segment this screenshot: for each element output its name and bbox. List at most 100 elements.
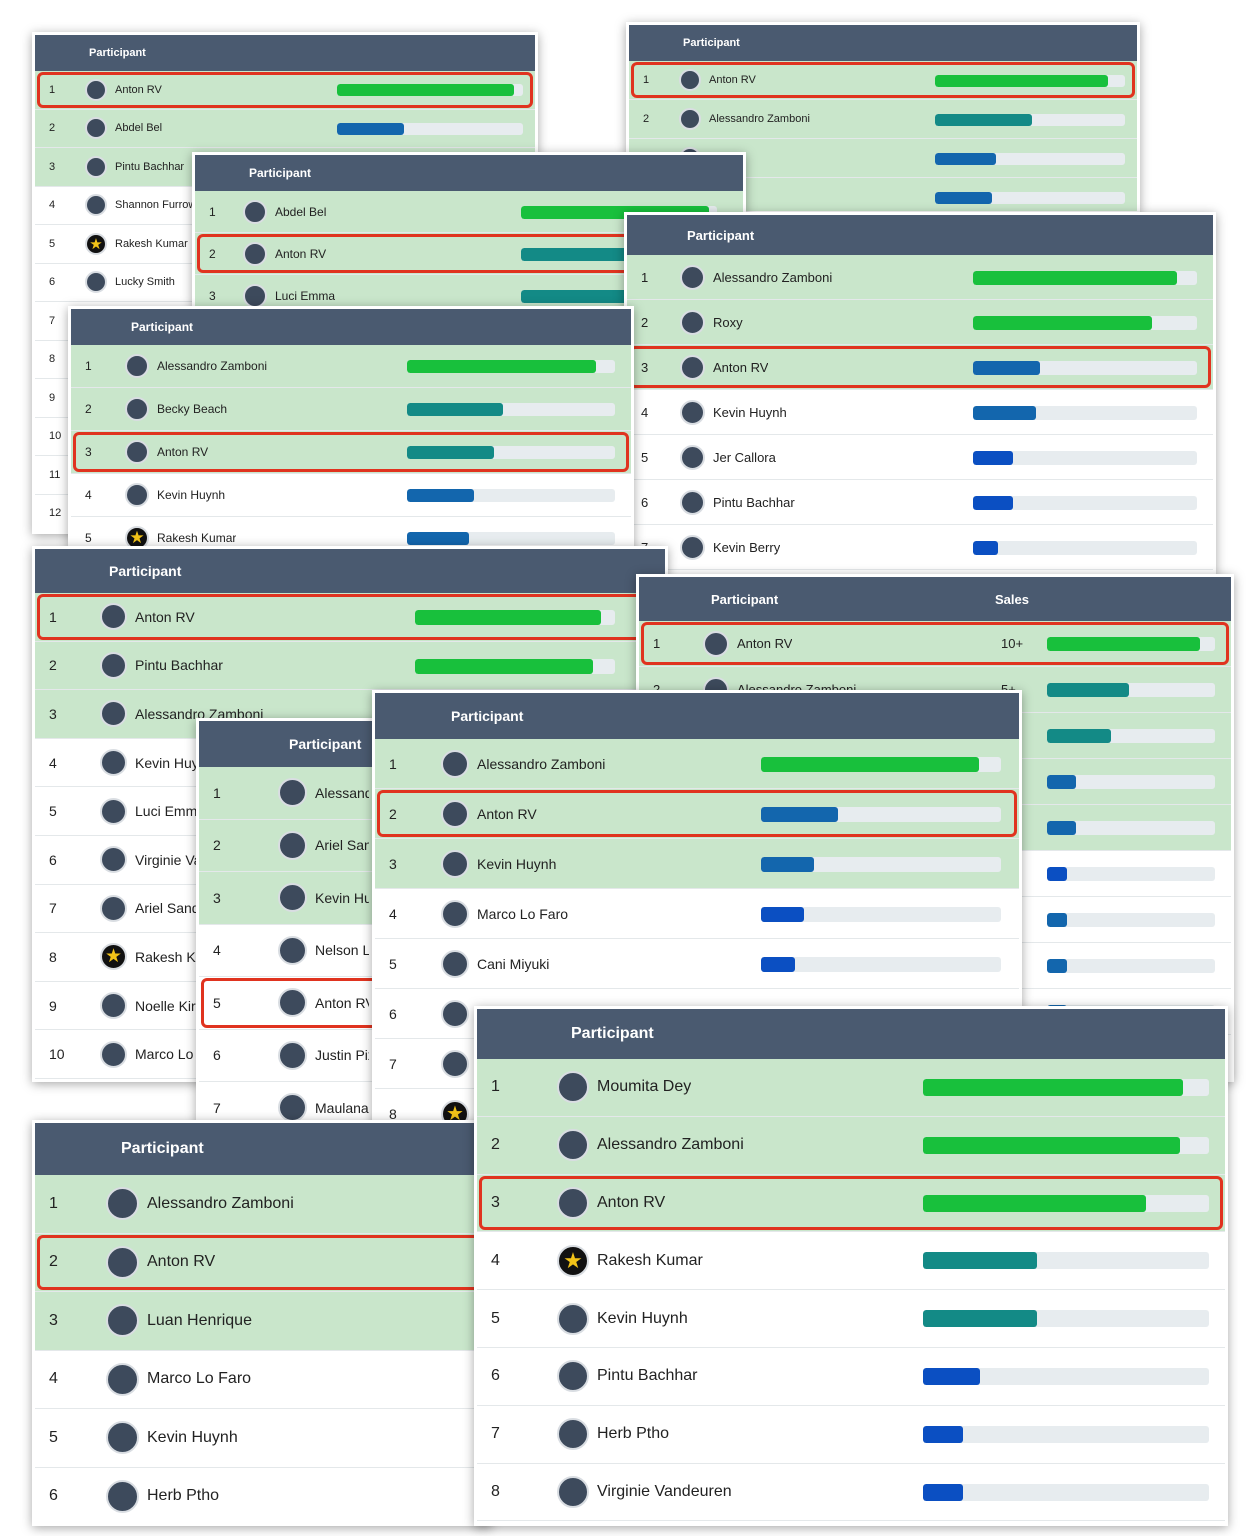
participant-name[interactable]: Kevin Berry [713,539,781,555]
leaderboard-row[interactable]: 1 Anton RV 10+ [639,621,1231,667]
leaderboard-row[interactable]: 5 Kevin Huynh [477,1290,1225,1348]
leaderboard-row[interactable]: 2 Ariel Sand [199,819,381,872]
participant-name[interactable]: Kevin Huy [135,754,199,771]
participant-name[interactable]: Pintu Bachhar [115,160,185,173]
participant-name[interactable]: Alessandro Zamboni [147,1194,294,1212]
leaderboard-row[interactable]: 5 Cani Miyuki [375,939,1019,989]
participant-name[interactable]: Pintu Bachhar [713,494,795,510]
participant-name[interactable]: Herb Ptho [147,1487,220,1505]
participant-name[interactable]: Rakesh Kumar [115,237,188,250]
leaderboard-row[interactable]: 2 Roxy [627,300,1213,345]
leaderboard-row[interactable]: 4 ★ Rakesh Kumar [477,1232,1225,1291]
leaderboard-row[interactable]: 5 Jer Callora [627,435,1213,480]
leaderboard-row[interactable]: 2 Abdel Bel [35,109,535,148]
participant-name[interactable]: Alessandro Zamboni [713,269,833,285]
leaderboard-row[interactable]: 6 Herb Ptho [35,1467,489,1523]
participant-name[interactable]: Roxy [713,314,743,330]
leaderboard-row[interactable]: 1 Alessandro Zamboni [35,1175,489,1234]
participant-name[interactable]: Anton RV [477,805,537,822]
participant-name[interactable]: Justin Pix [315,1047,369,1064]
participant-name[interactable]: Luan Henrique [147,1311,252,1329]
leaderboard-row[interactable]: 2 Alessandro Zamboni [477,1116,1225,1175]
participant-name[interactable]: Kevin Huynh [147,1428,238,1446]
leaderboard-row[interactable]: 4 Marco Lo Faro [375,889,1019,939]
leaderboard-row[interactable]: 2 Pintu Bachhar [35,641,665,691]
participant-name[interactable]: Anton RV [157,445,209,459]
participant-name[interactable]: Maulana [315,1099,369,1116]
participant-name[interactable]: Marco Lo F [135,1046,206,1063]
leaderboard-row[interactable]: 8 Virginie Vandeuren [477,1463,1225,1522]
participant-name[interactable]: Nelson Lo [315,942,369,959]
participant-name[interactable]: Virginie Va [135,851,202,868]
participant-name[interactable]: Ariel Sand [315,837,369,854]
participant-name[interactable]: Kevin Huynh [157,488,226,502]
leaderboard-row[interactable]: 7Kevin Berry [627,525,1213,570]
participant-name[interactable]: Becky Beach [157,402,228,416]
participant-name[interactable]: Anton RV [597,1193,666,1211]
participant-name[interactable]: Pintu Bachhar [597,1367,698,1385]
participant-name[interactable]: Rakesh Kumar [597,1251,703,1269]
leaderboard-row[interactable]: 4 Marco Lo Faro [35,1350,489,1409]
leaderboard-row[interactable]: 1 Alessandro Zamboni [375,739,1019,789]
leaderboard-row[interactable]: 5 ★ Rakesh Kumar [71,517,631,549]
participant-name[interactable]: Noelle Kir [135,997,196,1014]
participant-name[interactable]: Alessandro Zamboni [477,755,606,772]
leaderboard-row[interactable]: 3 Anton RV [477,1174,1225,1233]
leaderboard-row[interactable]: 6 Pintu Bachhar [627,480,1213,525]
participant-name[interactable]: Anton RV [135,608,195,625]
participant-name[interactable]: Shannon Furrow [115,199,197,212]
leaderboard-row[interactable]: 1 Anton RV [35,71,535,110]
participant-name[interactable]: Anton RV [115,83,162,96]
participant-name[interactable]: Anton RV [737,636,793,651]
leaderboard-row[interactable]: 1 Anton RV [35,593,665,642]
leaderboard-row[interactable]: 3 Anton RV [71,431,631,474]
leaderboard-row[interactable]: 6 Pintu Bachhar [477,1347,1225,1406]
participant-name[interactable]: Virginie Vandeuren [597,1482,732,1500]
leaderboard-row[interactable]: 3 Kevin Huy [199,872,381,925]
participant-name[interactable]: Abdel Bel [275,204,327,219]
participant-name[interactable]: Alessandro Zamboni [597,1136,744,1154]
leaderboard-row[interactable]: 3 Anton RV [627,345,1213,390]
participant-name[interactable]: Abdel Bel [115,122,163,135]
participant-name[interactable]: Rakesh Kumar [157,531,237,545]
participant-name[interactable]: Jer Callora [713,449,776,465]
leaderboard-row[interactable]: 2 Anton RV [375,789,1019,839]
participant-name[interactable]: Alessandro Zamboni [709,113,810,125]
leaderboard-row[interactable]: 1 Alessandro [199,767,381,820]
participant-name[interactable]: Moumita Dey [597,1078,692,1096]
participant-name[interactable]: Anton RV [315,994,369,1011]
leaderboard-row[interactable]: 3 Kevin Huynh [375,839,1019,889]
participant-name[interactable]: Cani Miyuki [477,955,550,972]
leaderboard-row[interactable]: 5 Anton RV [199,977,381,1030]
participant-name[interactable]: Pintu Bachhar [135,657,223,674]
participant-name[interactable]: Anton RV [713,359,769,375]
participant-name[interactable]: Luci Emma [135,803,206,820]
participant-name[interactable]: Kevin Huy [315,889,369,906]
participant-name[interactable]: Alessandro [315,784,369,801]
leaderboard-row[interactable]: 7 Herb Ptho [477,1405,1225,1464]
participant-name[interactable]: Kevin Huynh [713,404,787,420]
leaderboard-row[interactable]: 1 Alessandro Zamboni [627,255,1213,300]
participant-name[interactable]: Anton RV [147,1253,216,1271]
leaderboard-row[interactable]: 4 Nelson Lo [199,924,381,977]
participant-name[interactable]: Kevin Huynh [477,855,557,872]
leaderboard-row[interactable]: 7 Maulana [199,1082,381,1121]
leaderboard-row[interactable]: 4 Kevin Huynh [627,390,1213,435]
participant-name[interactable]: Marco Lo Faro [477,905,569,922]
leaderboard-row[interactable]: 4 Kevin Huynh [71,474,631,517]
participant-name[interactable]: Ariel Sand [135,900,200,917]
leaderboard-row[interactable]: 3 Luan Henrique [35,1292,489,1351]
participant-name[interactable]: Alessandro Zamboni [135,705,264,722]
participant-name[interactable]: Herb Ptho [597,1425,670,1443]
participant-name[interactable]: Alessandro Zamboni [157,359,268,373]
participant-name[interactable]: Luci Emma [275,288,336,303]
leaderboard-row[interactable]: 2 Anton RV [35,1233,489,1292]
participant-name[interactable]: Anton RV [709,74,756,86]
participant-name[interactable]: Marco Lo Faro [147,1370,252,1388]
participant-name[interactable]: Kevin Huynh [597,1309,688,1327]
leaderboard-row[interactable]: 1 Anton RV [629,61,1137,100]
participant-name[interactable]: Rakesh Ku [135,948,204,965]
leaderboard-row[interactable]: 2 Alessandro Zamboni [629,100,1137,139]
participant-name[interactable]: Anton RV [275,246,327,261]
leaderboard-row[interactable]: 1 Alessandro Zamboni [71,345,631,388]
